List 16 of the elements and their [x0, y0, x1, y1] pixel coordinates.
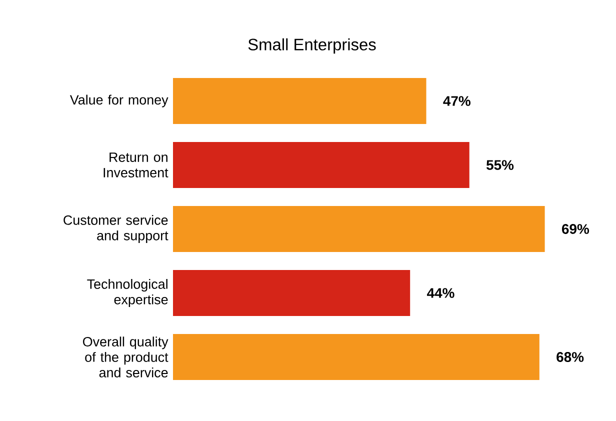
data-label: 44%: [426, 288, 454, 298]
y-tick-label: Technological expertise: [87, 279, 168, 307]
bar: [173, 270, 410, 316]
data-label: 47%: [443, 96, 470, 106]
y-tick-label: Overall quality of the product and service: [82, 336, 168, 378]
chart-title: Small Enterprises: [248, 38, 376, 54]
bar: [173, 78, 426, 124]
y-tick-label: Customer service and support: [64, 215, 168, 243]
bar: [173, 142, 470, 188]
data-label: 55%: [486, 160, 514, 170]
bar: [173, 334, 540, 380]
data-label: 68%: [556, 352, 584, 362]
y-tick-label: Return on Investment: [104, 152, 168, 178]
bar: [173, 206, 545, 252]
y-tick-label: Value for money: [70, 94, 168, 108]
data-label: 69%: [562, 224, 590, 234]
